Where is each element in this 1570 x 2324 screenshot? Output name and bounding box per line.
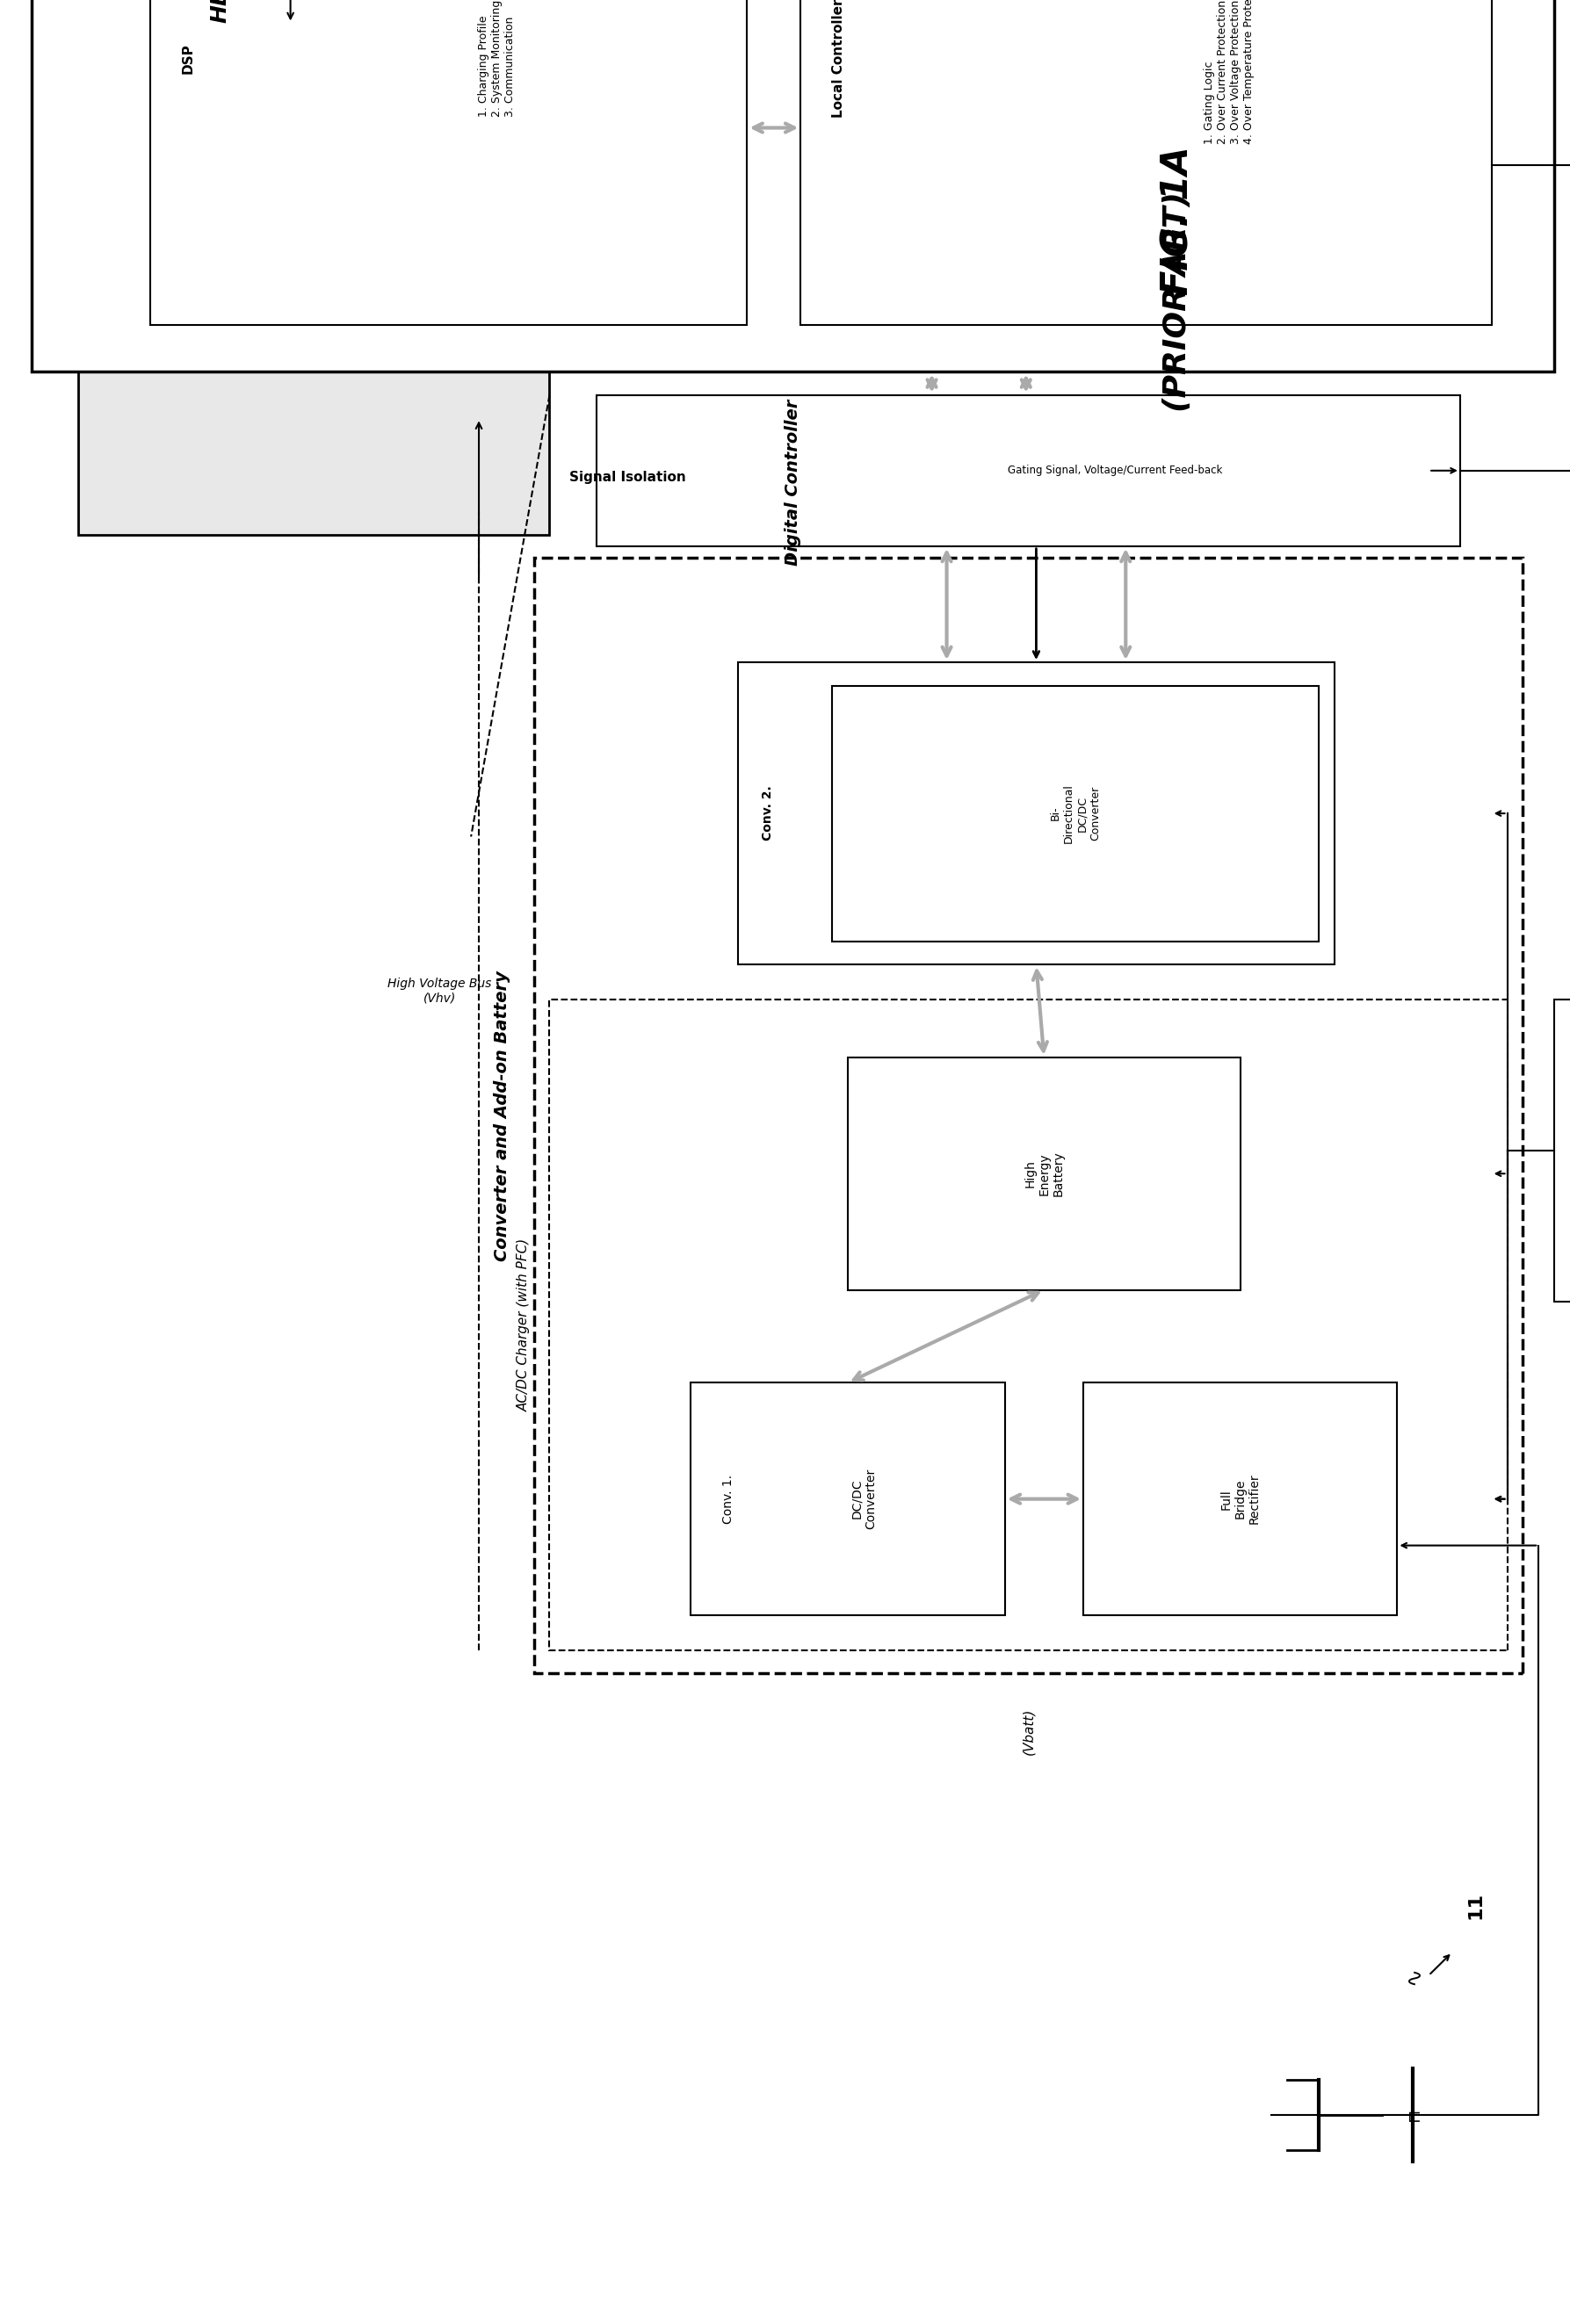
Text: Converter and Add-on Battery: Converter and Add-on Battery	[493, 969, 510, 1262]
FancyArrowPatch shape	[1496, 811, 1504, 816]
FancyBboxPatch shape	[86, 81, 542, 523]
FancyBboxPatch shape	[597, 395, 1460, 546]
Text: FIG. 1A: FIG. 1A	[1159, 146, 1196, 295]
Text: 1. Charging Profile
2. System Monitoring
3. Communication: 1. Charging Profile 2. System Monitoring…	[477, 0, 515, 116]
FancyArrowPatch shape	[1496, 1497, 1504, 1501]
FancyBboxPatch shape	[1554, 999, 1570, 1301]
FancyArrowPatch shape	[854, 1292, 1038, 1380]
FancyArrowPatch shape	[1011, 1494, 1077, 1504]
FancyBboxPatch shape	[31, 0, 1554, 372]
FancyBboxPatch shape	[738, 662, 1334, 964]
FancyBboxPatch shape	[691, 1383, 1005, 1615]
Text: Conv. 2.: Conv. 2.	[761, 786, 774, 841]
FancyArrowPatch shape	[287, 0, 294, 19]
Text: Bi-
Directional
DC/DC
Converter: Bi- Directional DC/DC Converter	[1050, 783, 1101, 844]
FancyBboxPatch shape	[832, 686, 1319, 941]
Text: High Voltage Bus
(Vhv): High Voltage Bus (Vhv)	[388, 978, 491, 1004]
Text: HEV: HEV	[209, 0, 231, 23]
FancyBboxPatch shape	[534, 558, 1523, 1673]
Text: ⊓: ⊓	[1405, 2108, 1421, 2122]
FancyBboxPatch shape	[151, 0, 747, 325]
Text: 11: 11	[1466, 1892, 1485, 1920]
FancyArrowPatch shape	[1033, 971, 1047, 1050]
Text: DSP: DSP	[182, 42, 195, 74]
FancyBboxPatch shape	[549, 999, 1507, 1650]
FancyArrowPatch shape	[1402, 1543, 1535, 1548]
Text: DC/DC
Converter: DC/DC Converter	[851, 1469, 876, 1529]
Text: (PRIOR ART): (PRIOR ART)	[1162, 193, 1193, 411]
Text: ∿: ∿	[1402, 1966, 1424, 1985]
FancyArrowPatch shape	[1430, 1954, 1449, 1973]
Text: Signal Isolation: Signal Isolation	[570, 469, 686, 483]
FancyArrowPatch shape	[1432, 467, 1455, 474]
FancyBboxPatch shape	[1083, 1383, 1397, 1615]
FancyArrowPatch shape	[754, 123, 794, 132]
FancyArrowPatch shape	[942, 553, 951, 655]
FancyArrowPatch shape	[1033, 548, 1039, 658]
FancyArrowPatch shape	[1121, 553, 1130, 655]
Text: Local Controller: Local Controller	[832, 0, 845, 119]
FancyBboxPatch shape	[801, 0, 1491, 325]
Text: High
Energy
Battery: High Energy Battery	[1024, 1150, 1064, 1197]
Text: Digital Controller: Digital Controller	[785, 400, 801, 567]
FancyBboxPatch shape	[78, 70, 550, 535]
Text: Conv. 1.: Conv. 1.	[722, 1473, 735, 1525]
Text: Gating Signal, Voltage/Current Feed-back: Gating Signal, Voltage/Current Feed-back	[1008, 465, 1221, 476]
Text: (Vbatt): (Vbatt)	[1022, 1708, 1035, 1755]
FancyArrowPatch shape	[928, 379, 936, 388]
Text: Full
Bridge
Rectifier: Full Bridge Rectifier	[1220, 1473, 1261, 1525]
FancyBboxPatch shape	[848, 1057, 1240, 1290]
FancyArrowPatch shape	[1496, 1171, 1504, 1176]
FancyArrowPatch shape	[1496, 1497, 1504, 1501]
FancyArrowPatch shape	[1022, 379, 1030, 388]
FancyArrowPatch shape	[476, 423, 482, 579]
Text: AC/DC Charger (with PFC): AC/DC Charger (with PFC)	[518, 1239, 531, 1411]
Text: 1. Gating Logic
2. Over Current Protection
3. Over Voltage Protection
4. Over Te: 1. Gating Logic 2. Over Current Protecti…	[1204, 0, 1254, 144]
